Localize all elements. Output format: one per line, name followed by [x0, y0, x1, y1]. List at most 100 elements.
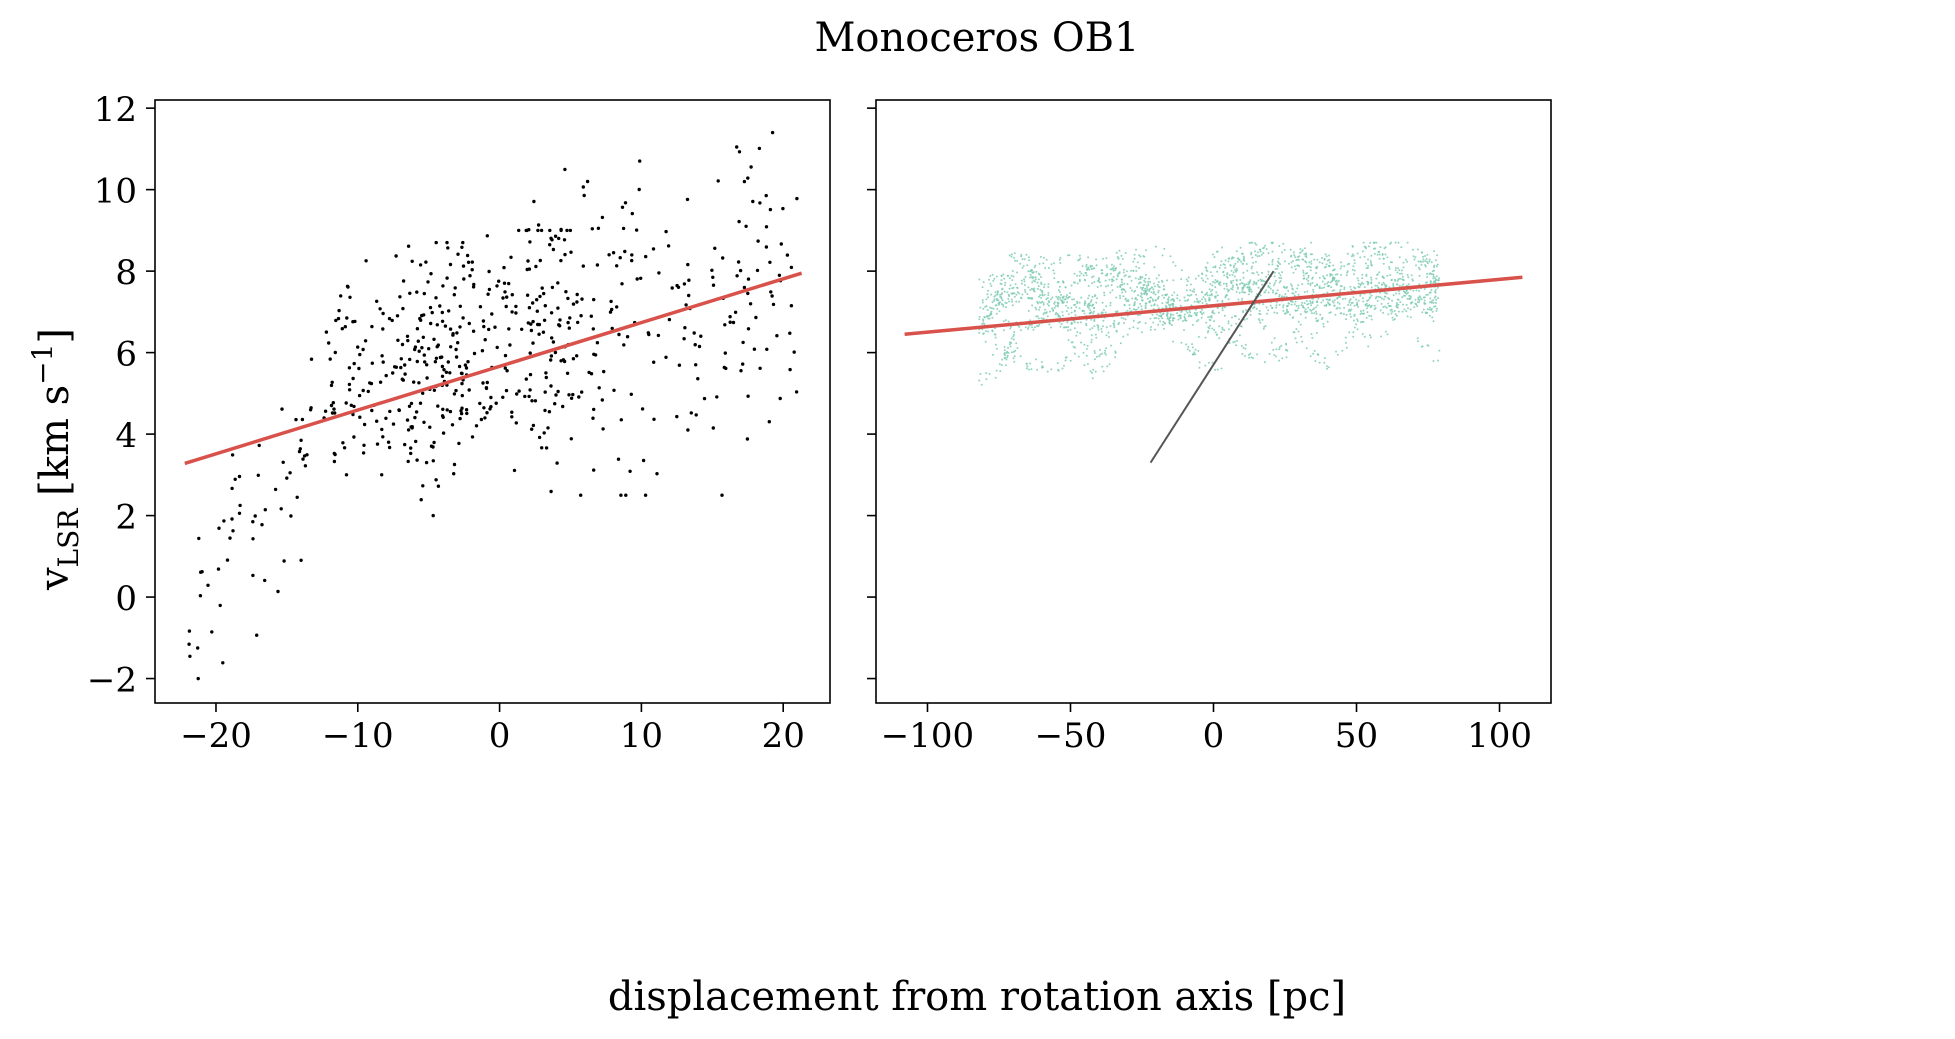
scatter-point [1138, 267, 1140, 269]
scatter-point [1223, 314, 1226, 317]
scatter-point [775, 334, 779, 338]
scatter-point [536, 228, 540, 233]
scatter-point [1434, 291, 1437, 294]
scatter-point [1093, 320, 1096, 322]
scatter-point [1053, 306, 1056, 309]
scatter-point [453, 286, 457, 290]
scatter-point [1209, 283, 1212, 285]
scatter-point [1130, 269, 1133, 272]
scatter-point [1105, 334, 1108, 337]
scatter-point [544, 371, 548, 375]
scatter-point [1395, 306, 1398, 309]
scatter-point [1010, 253, 1013, 256]
scatter-point [1431, 310, 1434, 313]
scatter-point [1321, 280, 1324, 283]
scatter-point [1216, 270, 1219, 273]
scatter-point [446, 246, 450, 250]
scatter-point [413, 415, 417, 420]
scatter-point [1078, 274, 1081, 277]
scatter-point [1260, 253, 1263, 256]
scatter-point [1139, 295, 1142, 298]
scatter-point [1007, 351, 1010, 354]
scatter-point [1115, 296, 1118, 299]
scatter-point [1120, 278, 1123, 281]
scatter-point [994, 304, 997, 307]
scatter-point [1373, 304, 1376, 307]
scatter-point [1359, 310, 1362, 313]
scatter-point [542, 291, 546, 296]
scatter-point [568, 228, 573, 233]
scatter-point [425, 376, 429, 380]
scatter-point [1042, 302, 1045, 304]
scatter-point [1349, 304, 1352, 306]
scatter-point [1103, 294, 1106, 297]
scatter-point [751, 199, 755, 204]
scatter-point [1153, 304, 1155, 307]
scatter-point [452, 392, 457, 396]
scatter-point [517, 389, 521, 393]
scatter-point [634, 228, 639, 232]
scatter-point [1395, 302, 1398, 304]
scatter-point [1069, 292, 1071, 295]
scatter-point [987, 314, 990, 317]
scatter-point [1405, 292, 1408, 295]
scatter-point [347, 388, 352, 392]
scatter-point [795, 196, 799, 201]
scatter-point [452, 472, 456, 476]
scatter-point [1168, 319, 1171, 322]
scatter-point [406, 428, 411, 432]
scatter-point [1323, 277, 1326, 280]
scatter-point [1395, 314, 1398, 317]
scatter-point [689, 411, 693, 415]
y-tick-label: 10 [94, 172, 137, 212]
scatter-point [1161, 294, 1164, 297]
scatter-point [715, 395, 719, 399]
scatter-point [1274, 268, 1277, 270]
scatter-point [1288, 302, 1290, 305]
scatter-point [539, 228, 544, 233]
scatter-point [1426, 308, 1429, 311]
scatter-point [548, 228, 552, 233]
scatter-point [1035, 324, 1038, 327]
scatter-point [1061, 300, 1064, 303]
scatter-point [1236, 260, 1239, 263]
scatter-point [299, 558, 303, 562]
scatter-point [1046, 315, 1049, 318]
scatter-point [1013, 331, 1016, 334]
scatter-point [723, 351, 727, 355]
scatter-point [745, 437, 750, 441]
scatter-point [1068, 254, 1071, 257]
scatter-point [1101, 301, 1104, 304]
scatter-point [1113, 265, 1115, 268]
scatter-point [1307, 282, 1309, 285]
scatter-point [487, 327, 491, 332]
scatter-point [1231, 286, 1234, 289]
scatter-point [1046, 303, 1049, 305]
scatter-point [1370, 305, 1373, 308]
scatter-point [1317, 297, 1320, 300]
scatter-point [415, 327, 420, 331]
x-tick-label: 100 [1467, 716, 1532, 756]
scatter-point [1137, 321, 1140, 324]
scatter-point [1309, 284, 1312, 286]
scatter-point [1399, 277, 1402, 280]
scatter-point [1283, 249, 1286, 251]
scatter-point [1241, 291, 1244, 293]
scatter-point [1376, 253, 1379, 256]
scatter-point [984, 340, 987, 343]
scatter-point [1160, 315, 1162, 318]
scatter-point [1356, 328, 1359, 331]
scatter-point [428, 425, 432, 429]
scatter-point [1405, 303, 1408, 306]
scatter-point [1391, 299, 1394, 302]
scatter-point [458, 325, 462, 329]
scatter-point [1293, 331, 1296, 334]
scatter-point [1024, 326, 1027, 329]
scatter-point [1049, 310, 1051, 313]
scatter-point [1124, 252, 1127, 254]
scatter-point [1349, 298, 1352, 301]
scatter-point [1106, 272, 1109, 275]
scatter-point [1216, 299, 1219, 302]
scatter-point [1368, 314, 1371, 317]
